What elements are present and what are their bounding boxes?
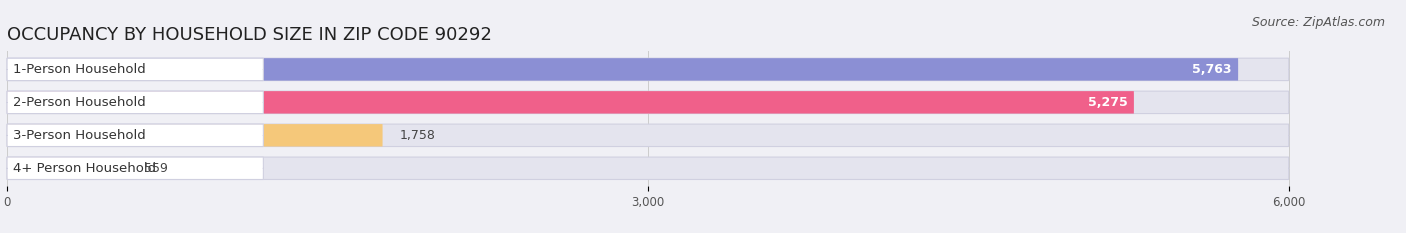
FancyBboxPatch shape bbox=[7, 91, 263, 113]
FancyBboxPatch shape bbox=[7, 58, 1239, 81]
Text: 559: 559 bbox=[143, 162, 167, 175]
Text: OCCUPANCY BY HOUSEHOLD SIZE IN ZIP CODE 90292: OCCUPANCY BY HOUSEHOLD SIZE IN ZIP CODE … bbox=[7, 26, 492, 44]
FancyBboxPatch shape bbox=[7, 124, 263, 147]
FancyBboxPatch shape bbox=[7, 157, 1289, 179]
FancyBboxPatch shape bbox=[7, 91, 1133, 113]
FancyBboxPatch shape bbox=[7, 124, 382, 147]
Text: 3-Person Household: 3-Person Household bbox=[14, 129, 146, 142]
FancyBboxPatch shape bbox=[7, 58, 263, 81]
FancyBboxPatch shape bbox=[7, 58, 1289, 81]
Text: 5,275: 5,275 bbox=[1088, 96, 1128, 109]
Text: 2-Person Household: 2-Person Household bbox=[14, 96, 146, 109]
FancyBboxPatch shape bbox=[7, 124, 1289, 147]
FancyBboxPatch shape bbox=[7, 157, 263, 179]
Text: 1-Person Household: 1-Person Household bbox=[14, 63, 146, 76]
Text: Source: ZipAtlas.com: Source: ZipAtlas.com bbox=[1251, 16, 1385, 29]
Text: 1,758: 1,758 bbox=[399, 129, 436, 142]
Text: 5,763: 5,763 bbox=[1192, 63, 1232, 76]
Text: 4+ Person Household: 4+ Person Household bbox=[14, 162, 156, 175]
FancyBboxPatch shape bbox=[7, 157, 127, 179]
FancyBboxPatch shape bbox=[7, 91, 1289, 113]
